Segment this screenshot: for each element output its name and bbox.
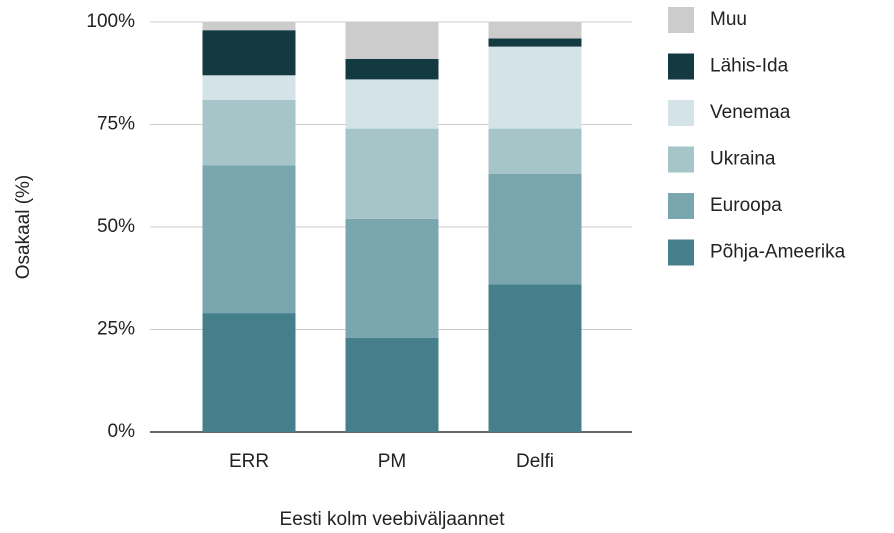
legend-swatch: [668, 100, 694, 126]
x-tick-label: Delfi: [516, 451, 554, 472]
y-axis-title: Osakaal (%): [13, 175, 34, 280]
bar-segment: [345, 22, 439, 59]
bar-segment: [202, 22, 296, 31]
legend-swatch: [668, 53, 694, 80]
y-tick-label: 75%: [97, 114, 135, 135]
legend-swatch: [668, 193, 694, 219]
legend-label: Ukraina: [710, 149, 776, 170]
legend-swatch: [668, 239, 694, 266]
legend-swatch: [668, 146, 694, 173]
bar-segment: [345, 128, 439, 219]
bar-segment: [345, 58, 439, 80]
legend-label: Venemaa: [710, 102, 791, 123]
bar-segment: [488, 46, 582, 129]
y-tick-label: 100%: [86, 11, 135, 32]
legend-label: Lähis-Ida: [710, 56, 789, 77]
bar-segment: [202, 75, 296, 100]
y-tick-label: 0%: [108, 421, 136, 442]
legend-label: Euroopa: [710, 195, 782, 216]
bar-segment: [488, 284, 582, 432]
x-axis-title: Eesti kolm veebiväljaannet: [280, 509, 506, 530]
bar-segment: [345, 79, 439, 129]
bar-segment: [488, 38, 582, 47]
bar-segment: [202, 313, 296, 432]
bar-segment: [202, 30, 296, 76]
legend-label: Põhja-Ameerika: [710, 242, 846, 263]
bar-segment: [202, 99, 296, 166]
bar-segment: [488, 22, 582, 39]
bar-segment: [488, 128, 582, 174]
y-tick-label: 25%: [97, 319, 135, 340]
x-tick-label: PM: [378, 451, 407, 472]
bar-segment: [202, 165, 296, 314]
bar-segment: [488, 173, 582, 285]
bar-segment: [345, 218, 439, 338]
bar-segment: [345, 337, 439, 432]
legend-label: Muu: [710, 9, 747, 30]
x-tick-label: ERR: [229, 451, 269, 472]
legend-swatch: [668, 7, 694, 33]
y-tick-label: 50%: [97, 216, 135, 237]
